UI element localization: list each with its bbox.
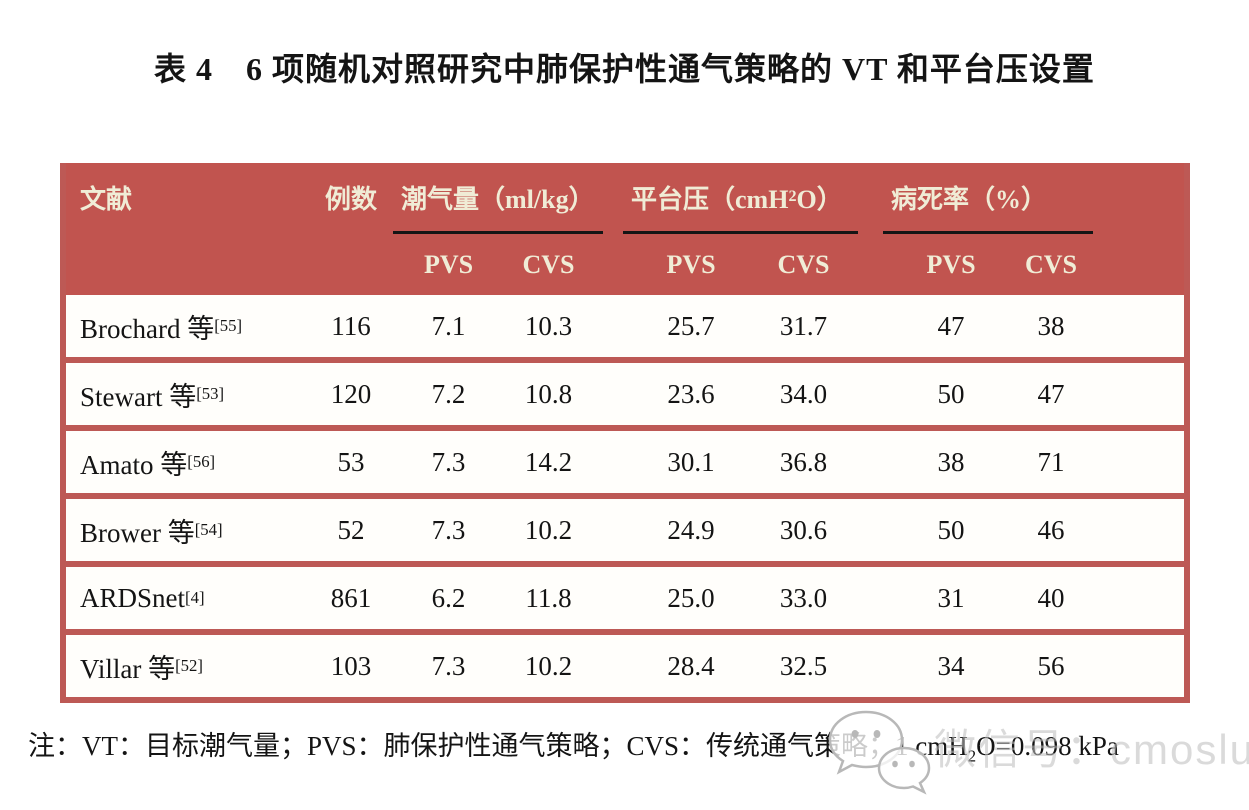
table-row: Villar 等 [52] 103 7.3 10.2 28.4 32.5 34 5…	[66, 635, 1184, 703]
cell-pp-cvs: 33.0	[779, 582, 828, 613]
subheader-pp-cvs: CVS	[777, 249, 830, 279]
cell-pp-cvs: 34.0	[779, 378, 828, 409]
cell-vt-cvs: 10.2	[524, 514, 573, 545]
cell-mort-cvs: 46	[1037, 514, 1065, 545]
reference-name: ARDSnet	[80, 582, 186, 613]
cell-reference: Villar 等 [52]	[66, 647, 301, 686]
cell-vt-cvs: 11.8	[525, 582, 572, 613]
table-row: Brower 等 [54] 52 7.3 10.2 24.9 30.6 50 46	[66, 499, 1184, 567]
reference-name: Amato 等	[80, 449, 188, 480]
cell-mort-pvs: 50	[937, 378, 965, 409]
reference-name: Brower 等	[80, 517, 195, 548]
cell-vt-cvs: 10.8	[524, 378, 573, 409]
cell-pp-pvs: 30.1	[667, 446, 715, 477]
header-group-plateau-pressure: 平台压（cmH 2 O）	[631, 163, 856, 231]
cell-reference: Amato 等 [56]	[66, 443, 301, 482]
cell-vt-pvs: 6.2	[431, 582, 466, 613]
cell-vt-pvs: 7.1	[431, 310, 466, 341]
reference-name: Stewart 等	[80, 381, 197, 412]
cell-pp-cvs: 31.7	[779, 310, 828, 341]
cell-cases: 861	[330, 582, 372, 613]
cell-reference: Brochard 等 [55]	[66, 307, 301, 346]
table-row: ARDSnet [4] 861 6.2 11.8 25.0 33.0 31 40	[66, 567, 1184, 635]
subheader-pp-pvs: PVS	[666, 249, 716, 279]
cell-reference: ARDSnet [4]	[80, 582, 205, 613]
table-header: 文献 例数 潮气量（ml/kg） 平台压（cmH 2 O） 病死率（%） PVS C…	[66, 163, 1184, 295]
subheader-mort-pvs: PVS	[926, 249, 976, 279]
cell-mort-cvs: 56	[1037, 650, 1065, 681]
cell-cases: 116	[331, 310, 371, 341]
cell-pp-pvs: 28.4	[667, 650, 715, 681]
cell-mort-pvs: 34	[937, 650, 965, 681]
cell-pp-cvs: 32.5	[779, 650, 828, 681]
page-title: 表 4 6 项随机对照研究中肺保护性通气策略的 VT 和平台压设置	[154, 51, 1095, 87]
group-underline-plateau-pressure	[623, 231, 858, 234]
cell-cases: 103	[330, 650, 372, 681]
cell-pp-pvs: 23.6	[667, 378, 715, 409]
footnote: 注：VT：目标潮气量；PVS：肺保护性通气策略；CVS：传统通气策略；1 cmH…	[28, 724, 1119, 766]
cell-cases: 52	[337, 514, 365, 545]
cell-vt-pvs: 7.2	[431, 378, 466, 409]
cell-mort-cvs: 71	[1037, 446, 1065, 477]
group-underline-tidal-volume	[393, 231, 603, 234]
table-row: Brochard 等 [55] 116 7.1 10.3 25.7 31.7 47…	[66, 295, 1184, 363]
cell-vt-pvs: 7.3	[431, 650, 466, 681]
cell-pp-pvs: 25.7	[667, 310, 715, 341]
cell-mort-pvs: 47	[937, 310, 965, 341]
cell-mort-cvs: 47	[1037, 378, 1065, 409]
plateau-label-pre: 平台压（cmH	[631, 184, 789, 214]
cell-pp-cvs: 30.6	[779, 514, 828, 545]
cell-mort-cvs: 40	[1037, 582, 1065, 613]
cell-cases: 53	[337, 446, 365, 477]
table-row: Stewart 等 [53] 120 7.2 10.8 23.6 34.0 50 …	[66, 363, 1184, 431]
table-row: Amato 等 [56] 53 7.3 14.2 30.1 36.8 38 71	[66, 431, 1184, 499]
header-group-mortality: 病死率（%）	[891, 184, 1048, 214]
header-group-tidal-volume: 潮气量（ml/kg）	[401, 184, 595, 214]
cell-pp-pvs: 25.0	[667, 582, 715, 613]
cell-mort-pvs: 38	[937, 446, 965, 477]
header-cell-reference: 文献	[80, 184, 133, 214]
subheader-vt-cvs: CVS	[522, 249, 575, 279]
cell-mort-pvs: 50	[937, 514, 965, 545]
plateau-label-post: O）	[796, 184, 843, 214]
data-table: 文献 例数 潮气量（ml/kg） 平台压（cmH 2 O） 病死率（%） PVS C…	[60, 163, 1190, 703]
cell-reference: Brower 等 [54]	[66, 511, 301, 550]
footnote-pre: 注：VT：目标潮气量；PVS：肺保护性通气策略；CVS：传统通气策略；1 cmH	[28, 731, 968, 761]
cell-vt-cvs: 10.3	[524, 310, 573, 341]
cell-vt-pvs: 7.3	[431, 446, 466, 477]
reference-name: Brochard 等	[80, 313, 215, 344]
cell-pp-cvs: 36.8	[779, 446, 828, 477]
cell-vt-cvs: 14.2	[524, 446, 573, 477]
cell-pp-pvs: 24.9	[667, 514, 715, 545]
cell-vt-pvs: 7.3	[431, 514, 466, 545]
subheader-mort-cvs: CVS	[1024, 249, 1077, 279]
footnote-post: O=0.098 kPa	[976, 731, 1119, 761]
cell-reference: Stewart 等 [53]	[66, 375, 301, 414]
cell-mort-cvs: 38	[1037, 310, 1065, 341]
cell-cases: 120	[330, 378, 372, 409]
subheader-vt-pvs: PVS	[423, 249, 474, 279]
footnote-sub: 2	[967, 746, 977, 766]
reference-name: Villar 等	[80, 653, 176, 684]
header-cell-cases: 例数	[324, 184, 377, 214]
cell-vt-cvs: 10.2	[524, 650, 573, 681]
cell-mort-pvs: 31	[937, 582, 965, 613]
group-underline-mortality	[883, 231, 1093, 234]
